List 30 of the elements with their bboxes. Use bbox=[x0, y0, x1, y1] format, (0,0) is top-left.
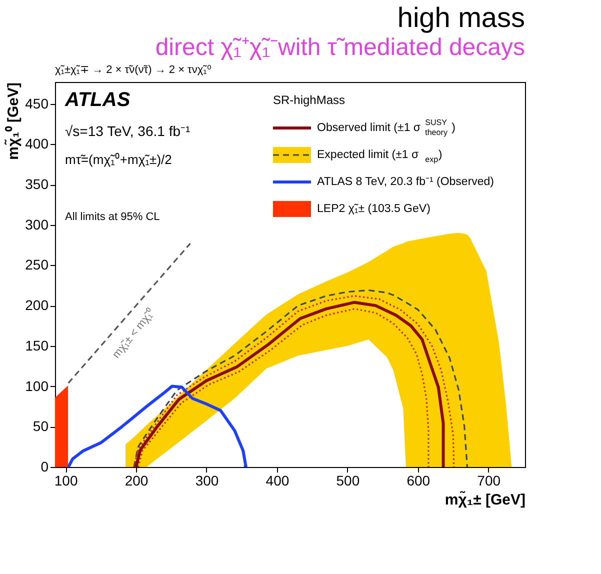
annotation: All limits at 95% CL bbox=[65, 211, 160, 223]
x-tick-label: 100 bbox=[54, 472, 78, 488]
legend-label: ATLAS 8 TeV, 20.3 fb⁻¹ (Observed) bbox=[317, 176, 494, 188]
x-tick-label: 600 bbox=[406, 472, 430, 488]
y-tick-label: 300 bbox=[25, 216, 49, 232]
x-tick-label: 300 bbox=[195, 472, 219, 488]
y-tick-label: 100 bbox=[25, 378, 49, 394]
text: χ̃₁±χ̃₁∓ → 2 × τ̃ν(ν̃τ) → 2 × τνχ̃₁⁰ bbox=[55, 64, 212, 76]
chart-title: high mass bbox=[397, 2, 525, 33]
y-tick-label: 250 bbox=[25, 256, 49, 273]
annotation: mτ̃=(mχ̃₁⁰+mχ̃₁±)/2 bbox=[65, 152, 172, 167]
legend-label: LEP2 χ̃₁± (103.5 GeV) bbox=[317, 203, 431, 215]
y-tick-label: 0 bbox=[40, 458, 49, 474]
y-tick-label: 50 bbox=[32, 418, 49, 434]
annotation: √s=13 TeV, 36.1 fb⁻¹ bbox=[65, 123, 190, 139]
annotation: ATLAS bbox=[64, 89, 131, 111]
y-tick-label: 200 bbox=[25, 297, 49, 314]
x-tick-label: 200 bbox=[124, 472, 148, 488]
y-tick-label: 150 bbox=[25, 337, 49, 354]
line-series bbox=[66, 384, 248, 467]
y-tick-label: 450 bbox=[25, 95, 49, 112]
chart-subtitle: direct χ̃₁⁺χ̃₁⁻with τ̃ mediated decays bbox=[155, 34, 525, 61]
y-tick-label: 400 bbox=[25, 136, 49, 152]
x-axis-title: mχ̃₁± [GeV] bbox=[444, 490, 526, 508]
legend-title: SR-highMass bbox=[273, 93, 346, 107]
x-tick-label: 700 bbox=[477, 472, 501, 488]
x-tick-label: 400 bbox=[266, 472, 290, 488]
x-tick-label: 500 bbox=[336, 472, 360, 488]
y-tick-label: 350 bbox=[25, 176, 49, 192]
y-axis-title: mχ̃₁⁰ [GeV] bbox=[4, 82, 22, 160]
